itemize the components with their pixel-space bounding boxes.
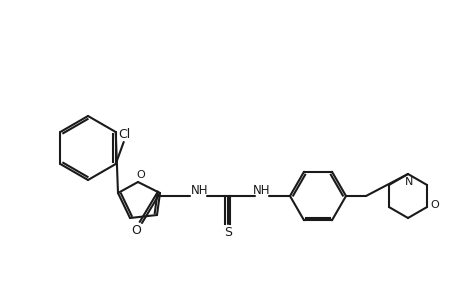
Text: O: O <box>136 170 145 180</box>
Text: O: O <box>430 200 438 210</box>
Text: O: O <box>131 224 140 238</box>
Text: S: S <box>224 226 231 239</box>
Text: NH: NH <box>253 184 270 196</box>
Text: Cl: Cl <box>118 128 130 140</box>
Text: NH: NH <box>191 184 208 196</box>
Text: N: N <box>404 177 412 187</box>
